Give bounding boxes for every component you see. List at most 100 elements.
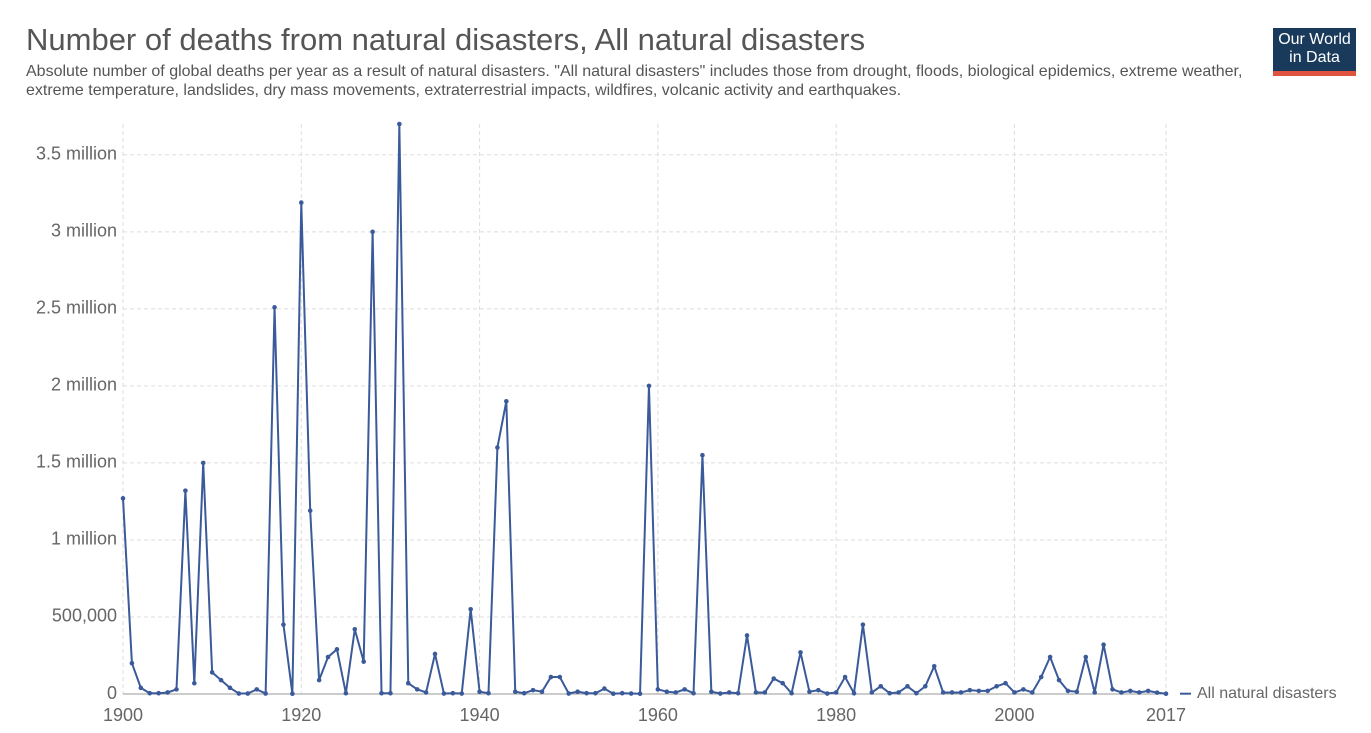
data-point [156,690,161,696]
data-point [949,690,955,695]
data-point [619,690,625,696]
data-point [1056,677,1062,683]
data-point [735,690,741,696]
data-point [1083,654,1089,660]
chart-title: Number of deaths from natural disasters,… [26,22,866,57]
data-point [352,626,358,632]
data-point [1110,687,1115,692]
data-point [477,689,482,694]
data-point [896,690,901,695]
data-point [459,691,465,696]
series-line [122,123,1167,697]
data-point [361,659,366,664]
data-point [1003,680,1008,686]
data-point [281,622,286,627]
logo[interactable]: Our World in Data [1273,28,1356,76]
data-point [120,496,126,501]
data-point [753,690,759,695]
data-point [717,691,723,696]
data-point [914,690,919,696]
data-point [709,689,714,694]
data-point [842,674,848,680]
x-tick-label: 1940 [460,705,500,725]
data-point [370,229,375,235]
data-point [789,690,794,696]
data-point [388,690,393,696]
data-point [637,691,643,696]
data-point [218,677,224,683]
x-tick-label: 1980 [816,705,856,725]
data-point [1154,690,1160,695]
data-point [1065,688,1071,694]
data-point [816,687,821,693]
data-point [976,688,982,694]
data-point [147,690,153,696]
data-point [504,398,509,404]
data-point [138,685,144,691]
data-point [236,691,242,696]
data-point [602,686,607,691]
data-point [726,690,732,695]
data-point [682,687,687,692]
data-point [958,690,964,695]
x-tick-label: 2000 [994,705,1034,725]
data-point [967,687,973,693]
data-point [290,691,295,696]
data-point [263,691,268,696]
data-point [165,690,170,695]
data-point [762,690,768,695]
data-point [254,687,260,692]
data-point [593,690,598,696]
data-point [833,690,839,695]
data-point [985,688,991,694]
data-point [780,680,785,686]
y-tick-label: 1.5 million [36,452,117,472]
data-point [931,663,937,669]
data-point [539,689,545,694]
data-point [405,680,411,686]
data-point [691,690,696,696]
data-point [200,460,206,466]
x-tick-label: 1920 [281,705,321,725]
data-point [245,691,251,696]
data-point [869,690,875,695]
data-point [673,690,679,695]
y-tick-label: 2.5 million [36,298,117,318]
data-point [548,674,554,680]
x-tick-label: 1900 [103,705,143,725]
data-point [316,677,322,683]
data-point [1012,690,1017,695]
data-point [1101,642,1106,648]
data-point [495,445,500,450]
data-point [798,650,803,655]
data-point [851,690,857,696]
data-point [807,689,812,694]
data-point [700,452,705,458]
data-point [878,683,884,689]
data-point [379,690,384,696]
data-point [744,633,750,638]
data-point [423,690,429,695]
data-point [486,690,491,696]
data-point [1119,690,1124,695]
data-point [183,488,188,493]
data-point [923,683,928,689]
data-point [566,691,572,696]
data-point [824,691,830,696]
legend-label: All natural disasters [1197,685,1337,702]
data-point [575,689,580,694]
y-tick-label: 1 million [51,529,117,549]
data-point [307,508,313,513]
data-point [664,689,670,694]
data-point [174,687,179,692]
x-tick-label: 2017 [1146,705,1186,725]
data-point [227,685,233,691]
data-point [441,691,447,696]
data-point [397,121,402,127]
data-point [129,660,135,666]
y-tick-label: 3.5 million [36,144,117,164]
data-point [1029,690,1035,695]
data-point [521,690,527,696]
data-point [512,689,518,694]
